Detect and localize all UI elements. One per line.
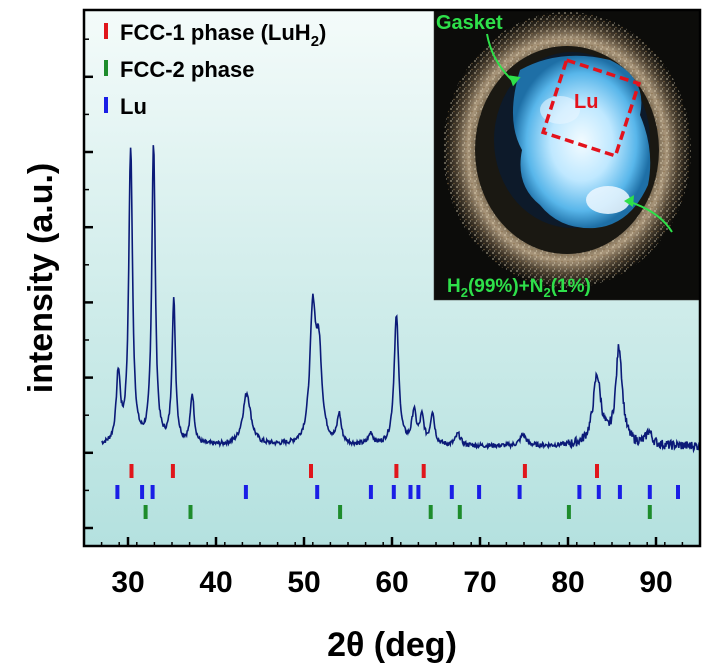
legend-swatch [104, 97, 108, 113]
x-tick-label: 70 [463, 566, 496, 599]
phase-marker-row-0 [129, 464, 599, 478]
phase-marker [150, 485, 155, 499]
phase-marker [577, 485, 582, 499]
phase-marker [522, 464, 527, 478]
phase-marker [368, 485, 373, 499]
sample-region [512, 55, 651, 229]
phase-marker [449, 485, 454, 499]
phase-marker-row-1 [115, 485, 680, 499]
legend-label: Lu [120, 94, 147, 119]
phase-marker [416, 485, 421, 499]
phase-marker [394, 464, 399, 478]
gasket-label: Gasket [436, 12, 503, 34]
phase-marker [566, 505, 571, 519]
gas-arrow [629, 201, 673, 233]
phase-marker [309, 464, 313, 478]
phase-marker [676, 485, 680, 499]
y-axis-label: intensity (a.u.) [22, 163, 60, 393]
x-tick-label: 30 [111, 566, 144, 599]
lu-region-box [540, 57, 642, 159]
phase-marker [457, 505, 462, 519]
legend-label: FCC-2 phase [120, 57, 254, 82]
x-tick-label: 60 [375, 566, 408, 599]
phase-marker [421, 464, 426, 478]
phase-marker [617, 485, 622, 499]
phase-marker [391, 485, 396, 499]
legend-swatch [104, 60, 108, 76]
phase-marker [647, 505, 652, 519]
inset-lu-label: Lu [574, 91, 598, 113]
x-tick-label: 90 [639, 566, 672, 599]
inset-photo: Lu Gasket H2(99%)+N2(1%) [434, 10, 700, 300]
series-line-0 [101, 145, 700, 454]
phase-marker [170, 464, 175, 478]
phase-marker [477, 485, 482, 499]
phase-marker [408, 485, 413, 499]
phase-marker [243, 485, 248, 499]
x-tick-label: 40 [199, 566, 232, 599]
phase-marker-row-2 [143, 505, 652, 519]
phase-marker [143, 505, 148, 519]
legend-swatch [104, 23, 108, 39]
phase-marker [188, 505, 193, 519]
phase-marker [315, 485, 320, 499]
phase-marker [338, 505, 343, 519]
gas-label: H2(99%)+N2(1%) [447, 276, 591, 300]
x-tick-label: 50 [287, 566, 320, 599]
phase-marker [647, 485, 652, 499]
phase-marker [140, 485, 145, 499]
phase-marker [596, 485, 601, 499]
x-axis-label: 2θ (deg) [327, 626, 457, 664]
phase-marker [115, 485, 120, 499]
phase-marker [129, 464, 134, 478]
x-tick-label: 80 [551, 566, 584, 599]
phase-marker [428, 505, 433, 519]
phase-marker [595, 464, 599, 478]
phase-marker [517, 485, 522, 499]
